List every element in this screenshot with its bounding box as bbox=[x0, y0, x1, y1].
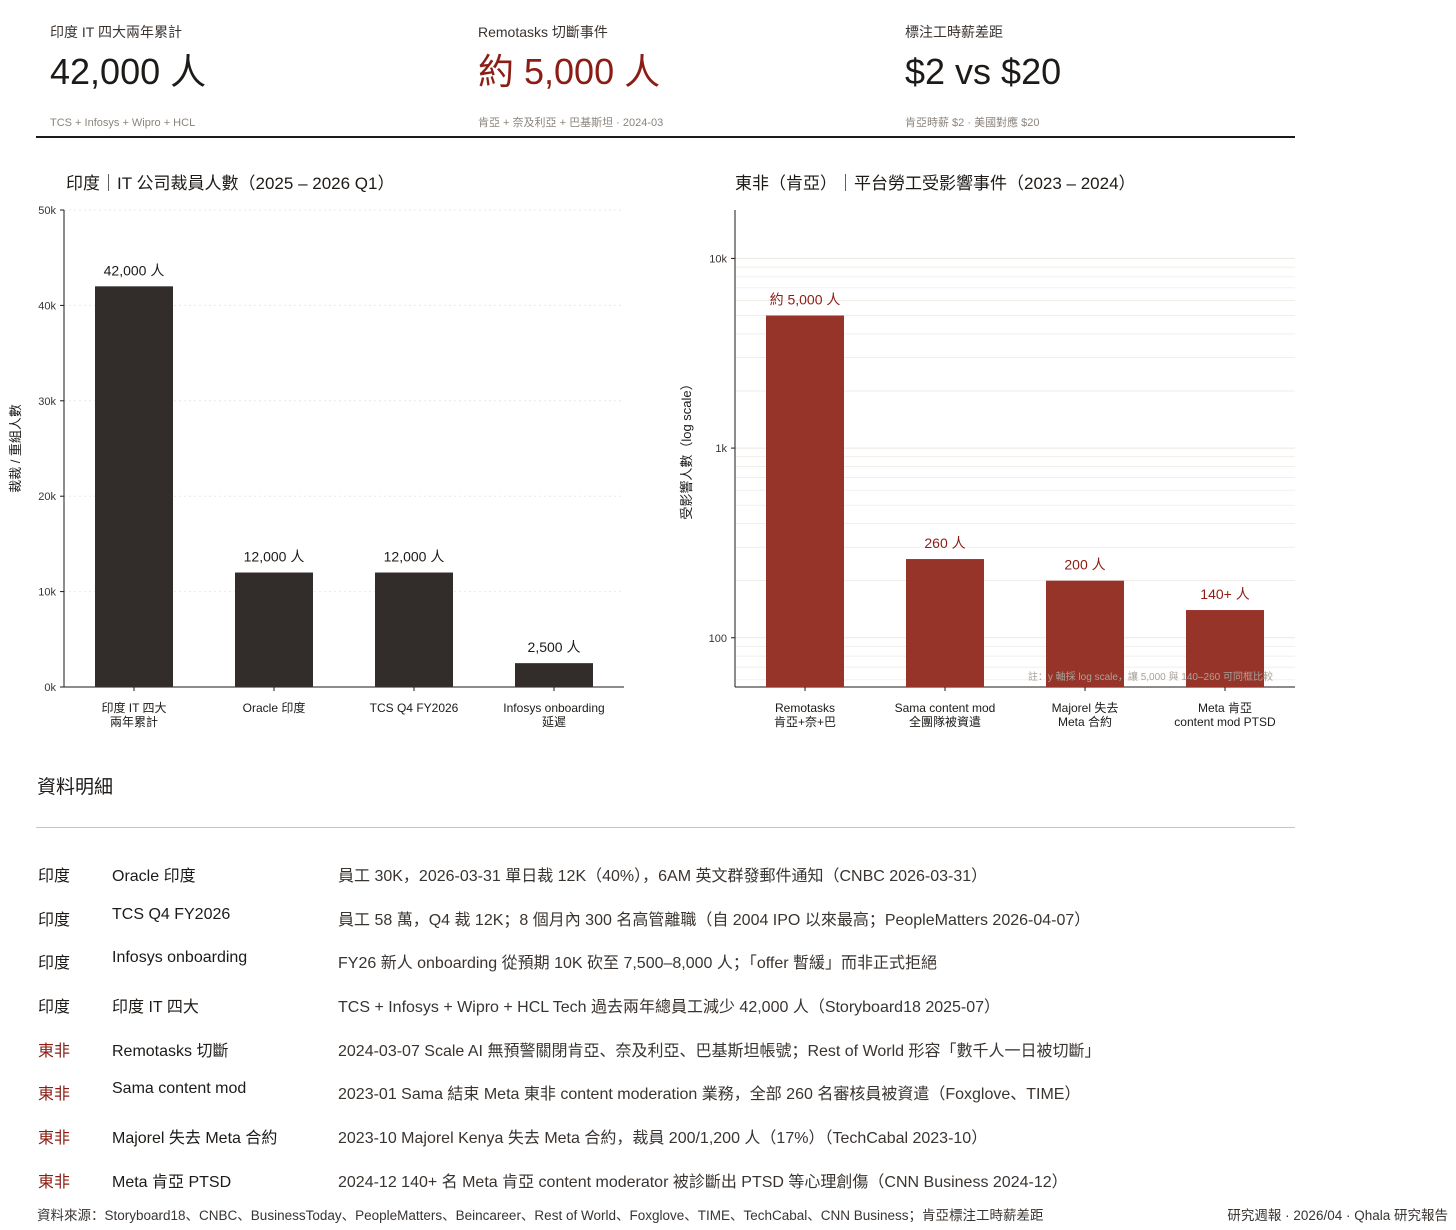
x-tick-label: Oracle 印度 bbox=[243, 700, 306, 715]
x-tick-label: TCS Q4 FY2026 bbox=[370, 701, 459, 715]
detail-row: 印度 TCS Q4 FY2026 員工 58 萬，Q4 裁 12K；8 個月內 30… bbox=[38, 896, 1298, 940]
footer-right: 研究週報 · 2026/04 · Qhala 研究報告 bbox=[1227, 1208, 1448, 1223]
x-tick-label: 兩年累計 bbox=[110, 714, 158, 729]
chart-title-india: 印度｜IT 公司裁員人數（2025 – 2026 Q1） bbox=[66, 174, 395, 193]
bar bbox=[1186, 610, 1264, 687]
detail-region: 印度 bbox=[38, 868, 71, 885]
x-tick-label: Majorel 失去 bbox=[1052, 700, 1119, 715]
kpi-label: Remotasks 切斷事件 bbox=[478, 24, 608, 40]
y-tick-label: 30k bbox=[38, 396, 56, 408]
y-axis-label: 裁裁 / 重組人數 bbox=[8, 404, 23, 493]
detail-name: TCS Q4 FY2026 bbox=[112, 905, 231, 923]
detail-row: 印度 Oracle 印度 員工 30K，2026-03-31 單日裁 12K（40%… bbox=[38, 852, 1298, 896]
x-tick-label: 延遲 bbox=[542, 715, 566, 729]
data-label: 2,500 人 bbox=[528, 639, 581, 655]
detail-row: 印度 Infosys onboarding FY26 新人 onboarding 從… bbox=[38, 939, 1298, 983]
chart-note: 註：y 軸採 log scale，讓 5,000 與 140–260 可同框比較 bbox=[1028, 670, 1273, 683]
detail-name: Oracle 印度 bbox=[112, 868, 196, 885]
detail-row: 東非 Majorel 失去 Meta 合約 2023-10 Majorel Keny… bbox=[38, 1114, 1298, 1158]
detail-row: 印度 印度 IT 四大 TCS + Infosys + Wipro + HCL Te… bbox=[38, 983, 1298, 1027]
detail-description: 員工 30K，2026-03-31 單日裁 12K（40%），6AM 英文群發郵… bbox=[338, 868, 988, 885]
kpi-card-remotasks: Remotasks 切斷事件 約 5,000 人 肯亞 + 奈及利亞 + 巴基斯… bbox=[478, 22, 878, 130]
x-tick-label: 全團隊被資遣 bbox=[909, 714, 981, 729]
detail-region: 東非 bbox=[38, 1042, 71, 1060]
detail-region: 印度 bbox=[38, 911, 71, 929]
bar bbox=[375, 572, 453, 687]
bar bbox=[766, 315, 844, 687]
data-label: 約 5,000 人 bbox=[770, 292, 841, 308]
detail-description: FY26 新人 onboarding 從預期 10K 砍至 7,500–8,00… bbox=[338, 955, 938, 973]
bar bbox=[515, 663, 593, 687]
details-section-title: 資料明細 bbox=[37, 777, 114, 798]
details-table: 印度 Oracle 印度 員工 30K，2026-03-31 單日裁 12K（40%… bbox=[38, 852, 1298, 1202]
kpi-label: 標注工時薪差距 bbox=[905, 24, 1003, 40]
sources-footer: 資料來源：Storyboard18、CNBC、BusinessToday、Peo… bbox=[37, 1208, 1044, 1223]
bar bbox=[1046, 580, 1124, 687]
bar bbox=[95, 286, 173, 687]
x-tick-label: 印度 IT 四大 bbox=[101, 700, 166, 715]
detail-description: 員工 58 萬，Q4 裁 12K；8 個月內 300 名高管離職（自 2004 … bbox=[338, 911, 1091, 929]
detail-name: Majorel 失去 Meta 合約 bbox=[112, 1130, 278, 1148]
bar bbox=[235, 572, 313, 687]
detail-description: 2023-01 Sama 結束 Meta 東非 content moderati… bbox=[338, 1086, 1081, 1104]
data-label: 12,000 人 bbox=[244, 549, 305, 565]
y-tick-label: 10k bbox=[709, 253, 727, 265]
detail-description: 2024-03-07 Scale AI 無預警關閉肯亞、奈及利亞、巴基斯坦帳號；… bbox=[338, 1042, 1101, 1060]
detail-row: 東非 Remotasks 切斷 2024-03-07 Scale AI 無預警關閉肯… bbox=[38, 1027, 1298, 1071]
y-tick-label: 1k bbox=[715, 443, 727, 455]
kpi-sub: 肯亞時薪 $2 · 美國對應 $20 bbox=[905, 117, 1040, 129]
details-divider bbox=[36, 827, 1295, 828]
y-axis-label: 受影響人數（log scale） bbox=[679, 377, 694, 519]
bar bbox=[906, 559, 984, 687]
detail-region: 印度 bbox=[38, 999, 71, 1017]
kpi-value: $2 vs $20 bbox=[905, 51, 1062, 92]
y-tick-label: 20k bbox=[38, 491, 56, 503]
detail-name: 印度 IT 四大 bbox=[112, 999, 199, 1017]
kpi-sub: 肯亞 + 奈及利亞 + 巴基斯坦 · 2024-03 bbox=[478, 117, 664, 129]
detail-row: 東非 Meta 肯亞 PTSD 2024-12 140+ 名 Meta 肯亞 con… bbox=[38, 1158, 1298, 1202]
detail-region: 東非 bbox=[38, 1086, 71, 1104]
y-tick-label: 0k bbox=[44, 682, 56, 694]
detail-name: Sama content mod bbox=[112, 1080, 247, 1098]
india-layoffs-chart: 0k 10k 20k 30k 40k 50k 裁裁 / 重組人數 42,000 人印度 IT … bbox=[8, 205, 624, 729]
detail-description: TCS + Infosys + Wipro + HCL Tech 過去兩年總員工… bbox=[338, 999, 1001, 1017]
data-label: 140+ 人 bbox=[1200, 586, 1249, 602]
detail-name: Meta 肯亞 PTSD bbox=[112, 1173, 232, 1191]
kpi-card-wage-gap: 標注工時薪差距 $2 vs $20 肯亞時薪 $2 · 美國對應 $20 bbox=[905, 22, 1305, 130]
chart-title-east-africa: 東非（肯亞）｜平台勞工受影響事件（2023 – 2024） bbox=[735, 174, 1136, 193]
kpi-divider bbox=[36, 136, 1295, 138]
y-tick-label: 40k bbox=[38, 300, 56, 312]
x-tick-label: Meta 肯亞 bbox=[1198, 701, 1252, 715]
detail-region: 印度 bbox=[38, 955, 71, 973]
x-tick-label: Sama content mod bbox=[895, 701, 996, 715]
x-tick-label: content mod PTSD bbox=[1174, 715, 1276, 729]
detail-name: Remotasks 切斷 bbox=[112, 1042, 229, 1060]
kpi-value: 42,000 人 bbox=[50, 51, 207, 92]
kpi-label: 印度 IT 四大兩年累計 bbox=[50, 24, 182, 40]
y-tick-label: 100 bbox=[709, 633, 727, 645]
detail-row: 東非 Sama content mod 2023-01 Sama 結束 Meta 東… bbox=[38, 1070, 1298, 1114]
kpi-value: 約 5,000 人 bbox=[478, 51, 661, 92]
y-tick-label: 50k bbox=[38, 205, 56, 217]
data-label: 42,000 人 bbox=[104, 262, 165, 278]
y-tick-label: 10k bbox=[38, 587, 56, 599]
detail-region: 東非 bbox=[38, 1130, 71, 1148]
x-tick-label: Meta 合約 bbox=[1058, 714, 1112, 729]
east-africa-impact-chart: 100 1k 10k 受影響人數（log scale） 約 5,000 人 Remotas… bbox=[679, 210, 1295, 729]
x-tick-label: Infosys onboarding bbox=[503, 701, 604, 715]
detail-region: 東非 bbox=[38, 1173, 71, 1191]
data-label: 260 人 bbox=[924, 535, 965, 551]
detail-name: Infosys onboarding bbox=[112, 949, 248, 967]
data-label: 200 人 bbox=[1064, 557, 1105, 573]
kpi-sub: TCS + Infosys + Wipro + HCL bbox=[50, 117, 196, 129]
detail-description: 2024-12 140+ 名 Meta 肯亞 content moderator… bbox=[338, 1173, 1068, 1191]
x-tick-label: 肯亞+奈+巴 bbox=[774, 715, 836, 729]
data-label: 12,000 人 bbox=[384, 549, 445, 565]
x-tick-label: Remotasks bbox=[775, 701, 835, 715]
kpi-card-india: 印度 IT 四大兩年累計 42,000 人 TCS + Infosys + Wi… bbox=[50, 22, 450, 130]
detail-description: 2023-10 Majorel Kenya 失去 Meta 合約，裁員 200/… bbox=[338, 1130, 988, 1148]
